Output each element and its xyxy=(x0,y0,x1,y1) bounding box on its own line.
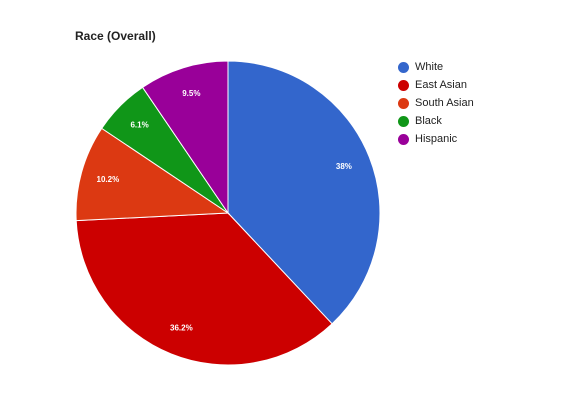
legend-item-east-asian[interactable]: East Asian xyxy=(398,76,474,94)
pie-slices xyxy=(75,60,381,366)
legend-label: Black xyxy=(415,115,442,127)
slice-labels: 38% 36.2% 10.2% 6.1% 9.5% xyxy=(97,89,352,333)
legend-item-hispanic[interactable]: Hispanic xyxy=(398,130,474,148)
legend-item-south-asian[interactable]: South Asian xyxy=(398,94,474,112)
data-label-east-asian: 36.2% xyxy=(170,324,193,333)
data-label-south-asian: 10.2% xyxy=(97,175,120,184)
data-label-hispanic: 9.5% xyxy=(182,89,200,98)
pie-slice-east-asian[interactable] xyxy=(75,212,333,366)
chart-legend: White East Asian South Asian Black Hispanic xyxy=(398,58,474,148)
data-label-black: 6.1% xyxy=(130,120,148,129)
legend-item-black[interactable]: Black xyxy=(398,112,474,130)
pie-slice-hispanic[interactable] xyxy=(141,60,229,215)
legend-label: White xyxy=(415,61,444,73)
legend-swatch xyxy=(398,97,409,109)
legend-swatch xyxy=(398,79,409,91)
legend-swatch xyxy=(398,133,409,145)
pie-slice-south-asian[interactable] xyxy=(75,127,230,222)
data-label-white: 38% xyxy=(336,162,352,171)
pie-slice-white[interactable] xyxy=(227,60,381,325)
chart-title: Race (Overall) xyxy=(75,29,156,43)
legend-label: Hispanic xyxy=(415,133,458,145)
legend-label: South Asian xyxy=(415,97,474,109)
legend-item-white[interactable]: White xyxy=(398,58,474,76)
legend-swatch xyxy=(398,115,409,127)
legend-label: East Asian xyxy=(415,79,467,91)
legend-swatch xyxy=(398,61,409,73)
